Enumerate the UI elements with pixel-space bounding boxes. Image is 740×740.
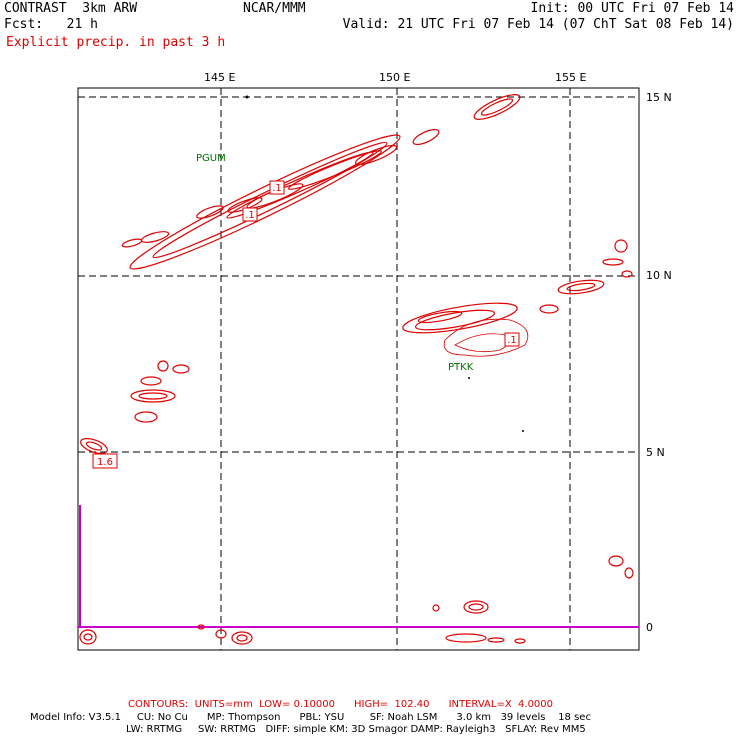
map-frame: [77, 87, 640, 651]
western-rain-cells: [80, 360, 190, 454]
valid-time: Valid: 21 UTC Fri 07 Feb 14 (07 ChT Sat …: [342, 17, 734, 32]
contours-info: CONTOURS: UNITS=mm LOW= 0.10000 HIGH= 10…: [128, 699, 554, 710]
svg-text:1.6: 1.6: [97, 457, 113, 468]
lat-label-equator: 0: [646, 621, 653, 634]
contour-label-1: .1: [269, 180, 285, 195]
contour-label-3: .1: [504, 332, 520, 347]
lon-label-155: 155 E: [555, 71, 587, 84]
svg-text:.1: .1: [245, 210, 255, 221]
lat-label-10n: 10 N: [646, 269, 672, 282]
equator-line: [78, 505, 639, 628]
lat-label-5n: 5 N: [646, 446, 665, 459]
lon-label-145: 145 E: [204, 71, 236, 84]
model-info-line1: Model Info: V3.5.1 CU: No Cu MP: Thompso…: [30, 712, 591, 723]
station-ptkk: PTKK: [448, 362, 474, 373]
central-rain-cluster: [402, 239, 633, 357]
southern-rain-cells: [79, 555, 634, 645]
lon-label-150: 150 E: [379, 71, 411, 84]
precip-contours: [79, 94, 634, 645]
model-title: CONTRAST 3km ARW: [4, 1, 138, 16]
init-time: Init: 00 UTC Fri 07 Feb 14: [530, 1, 735, 16]
svg-text:.1: .1: [507, 335, 517, 346]
contour-label-4: 1.6: [92, 453, 118, 469]
northern-rain-band: [121, 94, 521, 270]
contour-labels: .1 .1 .1 1.6: [92, 180, 520, 469]
graticule: [78, 88, 639, 650]
lat-label-15n: 15 N: [646, 91, 672, 104]
island-marks: [245, 95, 524, 432]
station-labels: PGUM PTKK: [196, 153, 474, 373]
forecast-hour: Fcst: 21 h: [4, 17, 98, 32]
contour-label-2: .1: [242, 207, 258, 222]
organization-label: NCAR/MMM: [243, 1, 306, 16]
field-title: Explicit precip. in past 3 h: [6, 35, 226, 50]
station-pgum: PGUM: [196, 153, 226, 164]
svg-text:.1: .1: [272, 183, 282, 194]
model-info-line2: LW: RRTMG SW: RRTMG DIFF: simple KM: 3D …: [126, 724, 586, 735]
